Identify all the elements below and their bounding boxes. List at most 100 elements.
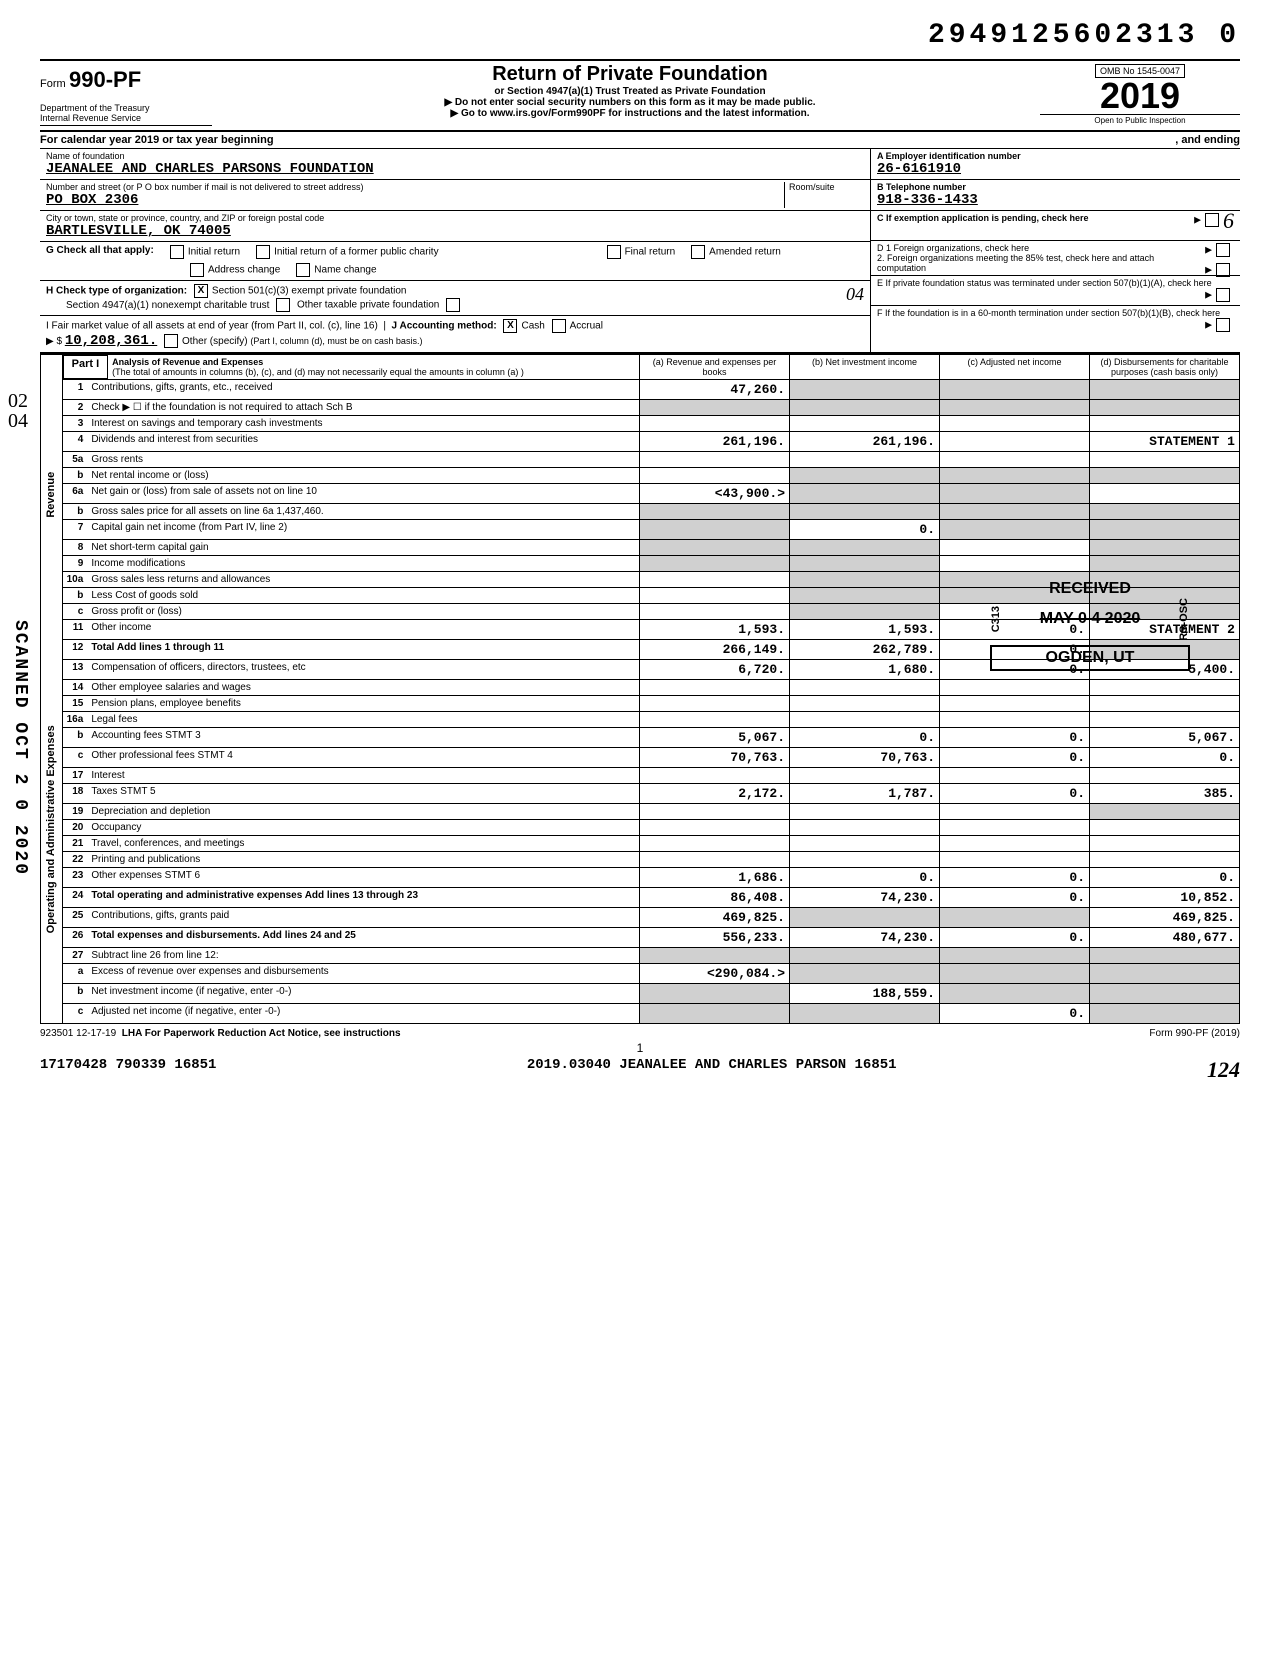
col-b-value bbox=[790, 604, 940, 620]
part-label: Part I bbox=[63, 355, 109, 379]
line-description: Depreciation and depletion bbox=[87, 804, 639, 820]
handwritten-corner: 124 bbox=[1207, 1057, 1240, 1083]
h-label: H Check type of organization: bbox=[46, 286, 187, 297]
addr-label: Number and street (or P O box number if … bbox=[46, 182, 784, 192]
col-b-value bbox=[790, 908, 940, 928]
col-c-value bbox=[940, 984, 1090, 1004]
table-row: 26Total expenses and disbursements. Add … bbox=[62, 928, 1239, 948]
table-row: 18Taxes STMT 52,172.1,787.0.385. bbox=[62, 784, 1239, 804]
table-row: 22Printing and publications bbox=[62, 852, 1239, 868]
col-d-header: (d) Disbursements for charitable purpose… bbox=[1090, 355, 1240, 380]
handwritten-6: 6 bbox=[1223, 208, 1234, 234]
e-checkbox[interactable] bbox=[1216, 288, 1230, 302]
name-change-checkbox[interactable] bbox=[296, 263, 310, 277]
col-b-header: (b) Net investment income bbox=[790, 355, 940, 380]
d2-checkbox[interactable] bbox=[1216, 263, 1230, 277]
col-d-value bbox=[1090, 520, 1240, 540]
table-row: 24Total operating and administrative exp… bbox=[62, 888, 1239, 908]
col-b-value bbox=[790, 380, 940, 400]
line-description: Net gain or (loss) from sale of assets n… bbox=[87, 484, 639, 504]
col-c-value bbox=[940, 556, 1090, 572]
col-c-value bbox=[940, 696, 1090, 712]
col-d-value: 10,852. bbox=[1090, 888, 1240, 908]
col-b-value: 74,230. bbox=[790, 928, 940, 948]
col-c-value bbox=[940, 680, 1090, 696]
table-row: aExcess of revenue over expenses and dis… bbox=[62, 964, 1239, 984]
inspection-label: Open to Public Inspection bbox=[1040, 114, 1240, 125]
col-a-value bbox=[640, 836, 790, 852]
handwritten-04: 04 bbox=[846, 284, 864, 305]
table-row: 19Depreciation and depletion bbox=[62, 804, 1239, 820]
c-checkbox[interactable] bbox=[1205, 213, 1219, 227]
line-description: Travel, conferences, and meetings bbox=[87, 836, 639, 852]
other-method-checkbox[interactable] bbox=[164, 334, 178, 348]
col-a-value: 86,408. bbox=[640, 888, 790, 908]
d1-checkbox[interactable] bbox=[1216, 243, 1230, 257]
line-number: 14 bbox=[62, 680, 87, 696]
col-b-value bbox=[790, 556, 940, 572]
col-a-value: 5,067. bbox=[640, 728, 790, 748]
line-number: 8 bbox=[62, 540, 87, 556]
other-foundation-checkbox[interactable] bbox=[446, 298, 460, 312]
col-a-value bbox=[640, 604, 790, 620]
col-c-value bbox=[940, 852, 1090, 868]
received-date: MAY 0 4 2020 bbox=[1002, 610, 1178, 628]
table-row: 17Interest bbox=[62, 768, 1239, 784]
line-number: 20 bbox=[62, 820, 87, 836]
501c3-checkbox[interactable] bbox=[194, 284, 208, 298]
col-c-value: 0. bbox=[940, 784, 1090, 804]
initial-return-checkbox[interactable] bbox=[170, 245, 184, 259]
dept-label: Department of the Treasury bbox=[40, 103, 212, 113]
table-row: 14Other employee salaries and wages bbox=[62, 680, 1239, 696]
line-description: Other income bbox=[87, 620, 639, 640]
address-change-checkbox[interactable] bbox=[190, 263, 204, 277]
col-b-value bbox=[790, 400, 940, 416]
final-return-checkbox[interactable] bbox=[607, 245, 621, 259]
line-number: 15 bbox=[62, 696, 87, 712]
line-description: Other professional fees STMT 4 bbox=[87, 748, 639, 768]
line-number: c bbox=[62, 1004, 87, 1024]
table-row: 21Travel, conferences, and meetings bbox=[62, 836, 1239, 852]
col-a-value bbox=[640, 680, 790, 696]
bottom-right: 2019.03040 JEANALEE AND CHARLES PARSON 1… bbox=[527, 1057, 897, 1083]
ein-value: 26-6161910 bbox=[877, 161, 1234, 177]
col-b-value bbox=[790, 948, 940, 964]
line-number: c bbox=[62, 604, 87, 620]
cal-year-left: For calendar year 2019 or tax year begin… bbox=[40, 134, 1175, 146]
col-a-value: 47,260. bbox=[640, 380, 790, 400]
table-row: 5aGross rents bbox=[62, 452, 1239, 468]
line-description: Net short-term capital gain bbox=[87, 540, 639, 556]
col-a-value bbox=[640, 804, 790, 820]
line-number: 2 bbox=[62, 400, 87, 416]
4947-checkbox[interactable] bbox=[276, 298, 290, 312]
col-a-value: 6,720. bbox=[640, 660, 790, 680]
col-b-value: 0. bbox=[790, 728, 940, 748]
line-number: 21 bbox=[62, 836, 87, 852]
foundation-city: BARTLESVILLE, OK 74005 bbox=[46, 223, 864, 239]
g-opt-4: Amended return bbox=[709, 247, 781, 258]
line-number: b bbox=[62, 728, 87, 748]
col-c-value: 0. bbox=[940, 728, 1090, 748]
col-b-value: 261,196. bbox=[790, 432, 940, 452]
col-c-value bbox=[940, 820, 1090, 836]
col-b-value bbox=[790, 484, 940, 504]
col-c-value: 0. bbox=[940, 888, 1090, 908]
col-a-value bbox=[640, 852, 790, 868]
line-description: Dividends and interest from securities bbox=[87, 432, 639, 452]
f-checkbox[interactable] bbox=[1216, 318, 1230, 332]
col-d-value: 469,825. bbox=[1090, 908, 1240, 928]
line-number: 18 bbox=[62, 784, 87, 804]
col-d-value: 0. bbox=[1090, 748, 1240, 768]
cash-checkbox[interactable] bbox=[503, 319, 517, 333]
accrual-checkbox[interactable] bbox=[552, 319, 566, 333]
h-opt-3: Other taxable private foundation bbox=[297, 300, 439, 311]
table-row: bNet investment income (if negative, ent… bbox=[62, 984, 1239, 1004]
col-d-value bbox=[1090, 1004, 1240, 1024]
col-d-value bbox=[1090, 452, 1240, 468]
table-row: bGross sales price for all assets on lin… bbox=[62, 504, 1239, 520]
amended-return-checkbox[interactable] bbox=[691, 245, 705, 259]
former-charity-checkbox[interactable] bbox=[256, 245, 270, 259]
bottom-line: 17170428 790339 16851 2019.03040 JEANALE… bbox=[40, 1057, 1240, 1083]
col-a-value bbox=[640, 712, 790, 728]
col-c-value bbox=[940, 964, 1090, 984]
